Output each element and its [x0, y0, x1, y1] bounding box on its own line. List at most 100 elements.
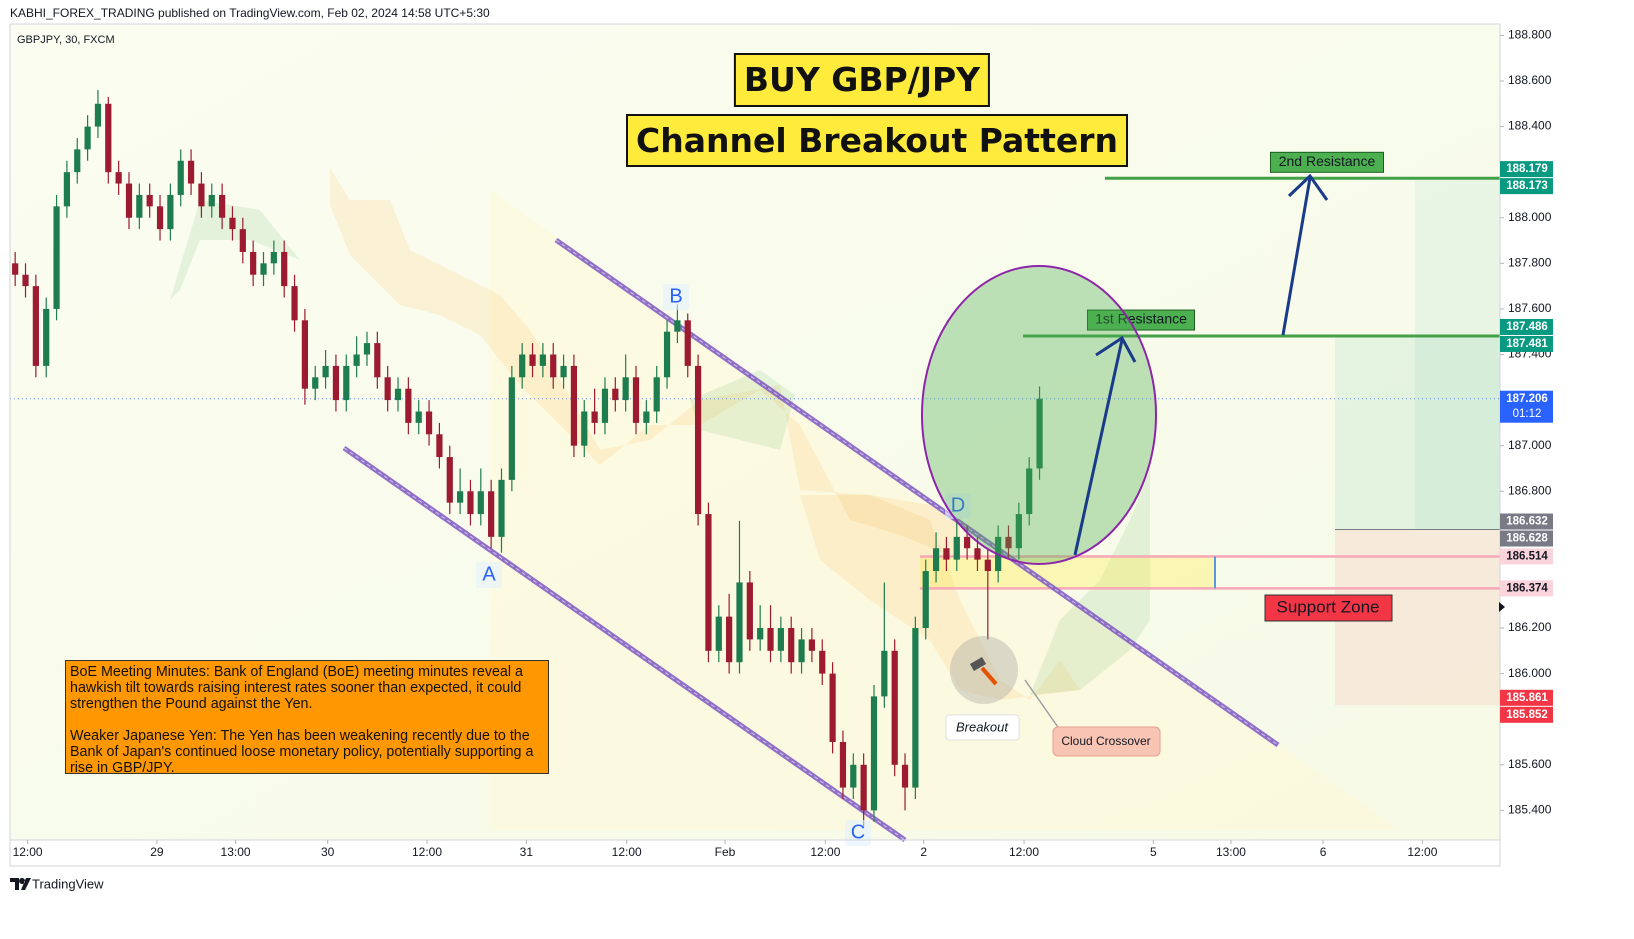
x-tick-label: 13:00 — [1216, 845, 1246, 859]
y-tick-label: 186.000 — [1508, 666, 1552, 680]
candle-body — [270, 251, 277, 264]
candle-body — [312, 377, 319, 389]
candle-body — [581, 411, 588, 446]
resistance-box — [1087, 309, 1195, 331]
candle-body — [467, 491, 474, 515]
candle-body — [53, 206, 60, 309]
y-tick-label: 186.200 — [1508, 620, 1552, 634]
candle-body — [74, 149, 81, 173]
candle-body — [829, 673, 836, 742]
x-tick-label: 5 — [1150, 845, 1157, 859]
candle-body — [198, 183, 205, 207]
candle-body — [622, 377, 629, 401]
callout-line — [1024, 679, 1061, 731]
hammer-head — [969, 657, 987, 671]
candle-body — [105, 103, 112, 173]
candle-body — [63, 172, 71, 207]
x-tick-label: 2 — [920, 845, 927, 859]
candle-body — [570, 365, 578, 446]
y-tick-label: 187.800 — [1508, 256, 1552, 270]
candle-body — [705, 514, 712, 651]
candle-body — [43, 308, 50, 366]
candle-body — [260, 263, 267, 275]
candle-body — [291, 286, 298, 321]
arrow-1 — [1073, 339, 1124, 556]
candle-body — [726, 616, 733, 663]
candle-body — [715, 616, 722, 651]
title: BUY GBP/JPY — [733, 53, 991, 107]
price-label-bg — [1500, 530, 1553, 547]
arrow-2 — [1281, 177, 1312, 336]
candle-body — [332, 365, 340, 401]
candle-body — [281, 251, 288, 287]
candle-body — [684, 320, 691, 366]
point-label: A — [482, 563, 496, 585]
y-tick-label: 188.400 — [1508, 119, 1552, 133]
support-zone — [920, 556, 1215, 589]
resistance-label: 2nd Resistance — [1279, 153, 1376, 169]
y-tick-label: 185.600 — [1508, 757, 1552, 771]
candle-body — [612, 388, 619, 401]
candle-body — [488, 491, 495, 537]
ichimoku-cloud — [800, 495, 1080, 700]
candle-body — [136, 194, 143, 218]
note: BoE Meeting Minutes: Bank of England (Bo… — [70, 664, 523, 712]
price-label: 185.861 — [1506, 692, 1548, 704]
arrows — [1073, 173, 1329, 556]
candle-body — [777, 628, 784, 651]
candle-body — [405, 388, 412, 423]
candle-body — [632, 377, 640, 423]
candle-body — [808, 639, 816, 651]
candle-body — [187, 160, 195, 184]
candle-body — [322, 365, 329, 378]
candle-body — [415, 411, 422, 423]
target-zone — [1335, 336, 1500, 530]
x-tick-label: 12:00 — [13, 845, 43, 859]
candle-body — [446, 457, 453, 503]
x-tick-label: 13:00 — [221, 845, 251, 859]
candle-body — [219, 194, 226, 218]
candle-body — [663, 331, 671, 378]
candle-body — [881, 650, 888, 697]
candle-body — [115, 172, 122, 184]
candle-body — [208, 194, 215, 207]
x-tick-label: Feb — [715, 845, 736, 859]
price-label: 187.206 — [1506, 393, 1548, 405]
candle-body — [860, 764, 867, 811]
header-bg — [0, 0, 1634, 24]
arrow-1-head — [1095, 335, 1137, 363]
candle-body — [1036, 398, 1043, 469]
candle-body — [529, 354, 536, 366]
point-bg — [663, 284, 689, 310]
candle-body — [746, 582, 753, 640]
candle-body — [374, 343, 381, 378]
candle-body — [498, 479, 505, 537]
candle-body — [653, 377, 660, 412]
price-label: 188.173 — [1506, 180, 1548, 192]
candle-body — [922, 571, 929, 629]
candle-body — [798, 639, 805, 663]
logo — [10, 878, 31, 890]
candle-body — [643, 411, 650, 423]
candle-body — [964, 536, 971, 549]
candle-body — [912, 628, 919, 788]
candle-body — [560, 365, 567, 378]
brand: TradingView — [32, 876, 104, 891]
ichimoku-cloud — [170, 200, 300, 300]
x-tick-label: 12:00 — [1407, 845, 1437, 859]
price-label: 186.374 — [1506, 582, 1548, 594]
candle-body — [84, 126, 91, 150]
price-label: 187.486 — [1506, 321, 1548, 333]
candle-body — [353, 354, 360, 366]
highlight-ellipse — [921, 265, 1157, 565]
resistance-box — [1270, 151, 1384, 173]
x-tick-label: 12:00 — [412, 845, 442, 859]
candle-body — [343, 365, 350, 401]
y-tick-label: 185.400 — [1508, 803, 1552, 817]
y-tick-label: 188.600 — [1508, 73, 1552, 87]
candle-body — [22, 274, 29, 287]
candle-body — [229, 217, 236, 230]
symbol: GBPJPY, 30, FXCM — [17, 34, 115, 46]
publisher: KABHI_FOREX_TRADING published on Trading… — [10, 6, 490, 20]
price-label: 186.514 — [1506, 550, 1548, 562]
